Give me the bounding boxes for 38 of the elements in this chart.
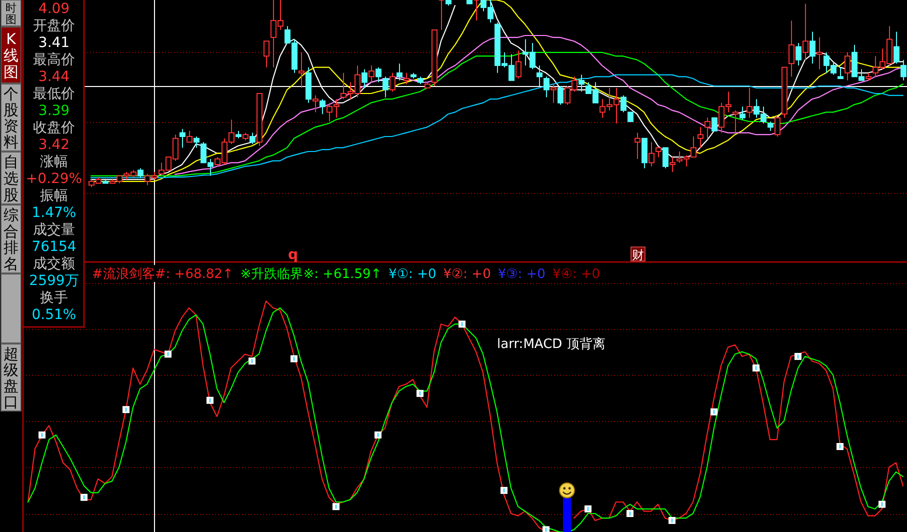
tab: 自选股: [0, 152, 22, 204]
annotation: 涨幅: [40, 154, 68, 170]
category-label: K线图: [4, 30, 18, 82]
tab: 综合排名: [0, 204, 22, 274]
text: ※升跌临界※: [240, 267, 314, 282]
annotation: 0.51%: [32, 307, 76, 323]
tab: K线图: [0, 26, 22, 84]
text: 76154: [32, 239, 76, 255]
annotation: 3.42: [38, 137, 70, 153]
text: : +61.59↑: [314, 267, 382, 282]
text: ¥④: +0: [552, 267, 600, 282]
text: : +68.82↑: [166, 267, 234, 282]
tab: 时图: [0, 0, 22, 26]
annotation: +0.29%: [26, 171, 82, 187]
text: 成交额: [33, 256, 75, 272]
annotation: 3.39: [38, 103, 70, 119]
annotation: 最低价: [33, 86, 75, 102]
text: 2599万: [29, 273, 79, 289]
annotation: 收盘价: [33, 120, 75, 136]
annotation: 3.41: [38, 35, 70, 51]
text: ¥②: +0: [443, 267, 491, 282]
text: #流浪剑客#: [92, 266, 166, 282]
tab: 个股资料: [0, 84, 22, 152]
annotation: 最高价: [33, 52, 75, 68]
annotation: 财: [630, 246, 646, 262]
text: 1.47%: [32, 205, 76, 221]
text: ¥①: +0: [388, 267, 436, 282]
annotation: 3.44: [38, 69, 70, 85]
text: 振幅: [40, 188, 68, 204]
annotation: 4.09: [38, 1, 70, 17]
text: q: [288, 247, 298, 263]
text: ¥③: +0: [498, 267, 546, 282]
text: 成交量: [33, 222, 75, 238]
annotation: larr:MACD 顶背离: [497, 336, 606, 352]
annotation: 开盘价: [33, 18, 75, 34]
category-label: 时图: [6, 1, 16, 26]
tab: 超级盘口: [0, 344, 22, 412]
annotation: 换手: [40, 290, 68, 306]
